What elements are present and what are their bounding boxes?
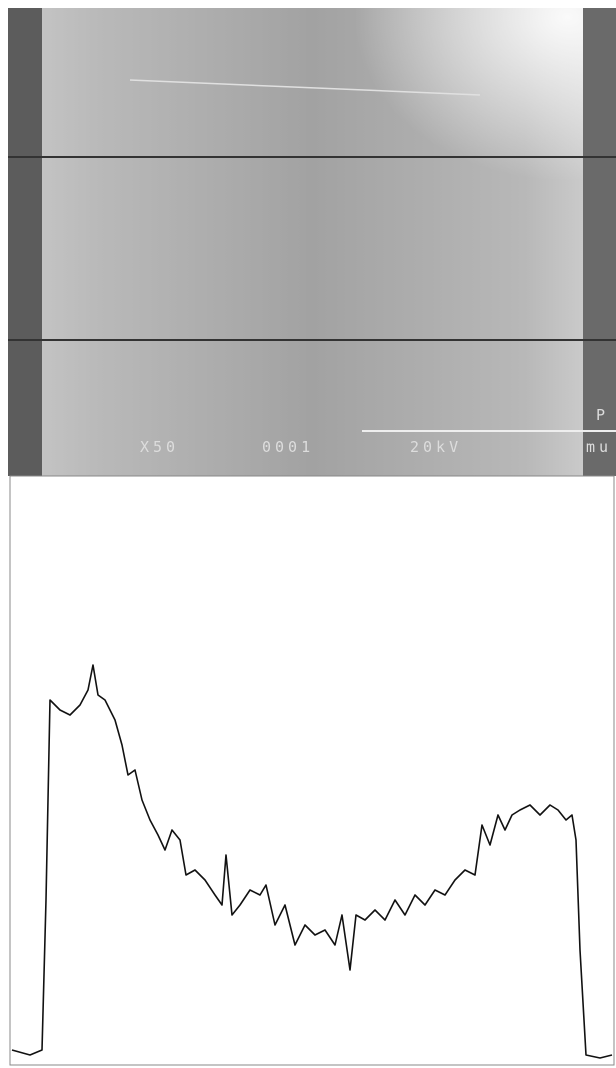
label-p: P [596, 406, 609, 424]
left-edge [8, 8, 42, 476]
voltage: 20kV [410, 438, 462, 456]
unit: mu [586, 438, 612, 456]
plot-frame [10, 476, 614, 1065]
figure: X50 0001 20kV P mu [0, 0, 616, 1068]
image-number: 0001 [262, 438, 314, 456]
magnification: X50 [140, 438, 179, 456]
micrograph: X50 0001 20kV P mu [8, 8, 616, 476]
sem-highlight [8, 8, 616, 476]
